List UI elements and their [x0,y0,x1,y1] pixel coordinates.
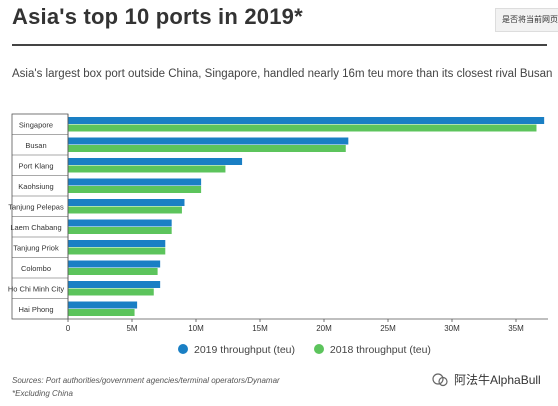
category-label: Singapore [19,120,53,129]
chart-legend: 2019 throughput (teu) 2018 throughput (t… [178,344,447,356]
legend-label-2019: 2019 throughput (teu) [194,344,295,356]
title-divider [12,44,547,46]
bar-2018 [68,268,158,275]
category-label: Ho Chi Minh City [8,284,65,293]
x-tick-label: 30M [444,324,460,333]
category-label: Colombo [21,264,51,273]
category-label: Tanjung Pelepas [8,202,64,211]
category-label: Busan [25,141,46,150]
bar-2018 [68,145,346,152]
watermark-text: 阿法牛AlphaBull [454,373,541,387]
category-label: Port Klang [18,161,53,170]
bar-2018 [68,288,154,296]
x-tick-label: 5M [126,324,137,333]
bar-2018 [68,227,172,234]
legend-label-2018: 2018 throughput (teu) [329,344,431,356]
category-label: Hai Phong [18,305,53,314]
bar-2019 [68,199,185,206]
category-label: Tanjung Priok [13,243,59,252]
chart-title: Asia's top 10 ports in 2019* [12,4,303,29]
bar-2018 [68,206,182,214]
x-tick-label: 20M [316,324,332,333]
bar-2018 [68,247,166,255]
bar-2018 [68,165,226,173]
x-tick-label: 15M [252,324,268,333]
footnote: *Excluding China [12,389,73,398]
chart-subtitle: Asia's largest box port outside China, S… [12,68,552,80]
bar-2019 [68,178,202,186]
legend-item-2018: 2018 throughput (teu) [313,344,431,356]
bar-chart: Singapore Busan Port Klang Kaohsiung Tanjung… [8,113,548,333]
bar-2019 [68,158,243,165]
legend-item-2019: 2019 throughput (teu) [178,344,295,356]
bar-2019 [68,137,349,145]
bar-2018 [68,309,135,316]
bar-2018 [68,124,537,132]
legend-swatch-2018 [313,344,324,354]
bar-2019 [68,281,161,288]
category-label: Laem Chabang [10,223,61,232]
browser-translate-prompt[interactable]: 是否将当前网页 [495,8,558,32]
wechat-watermark: 阿法牛AlphaBull [432,371,541,390]
category-label: Kaohsiung [18,182,53,191]
legend-swatch-2019 [178,344,188,354]
bar-2019 [68,240,166,247]
x-tick-label: 35M [508,324,524,333]
bar-2018 [68,186,202,193]
bar-2019 [68,260,161,268]
bar-2019 [68,117,545,124]
bar-2019 [68,219,172,227]
x-tick-label: 10M [188,324,204,333]
wechat-icon [432,373,448,390]
x-tick-label: 0 [66,324,71,333]
source-note: Sources: Port authorities/government age… [12,376,280,385]
bar-2019 [68,301,138,309]
x-tick-label: 25M [380,324,396,333]
